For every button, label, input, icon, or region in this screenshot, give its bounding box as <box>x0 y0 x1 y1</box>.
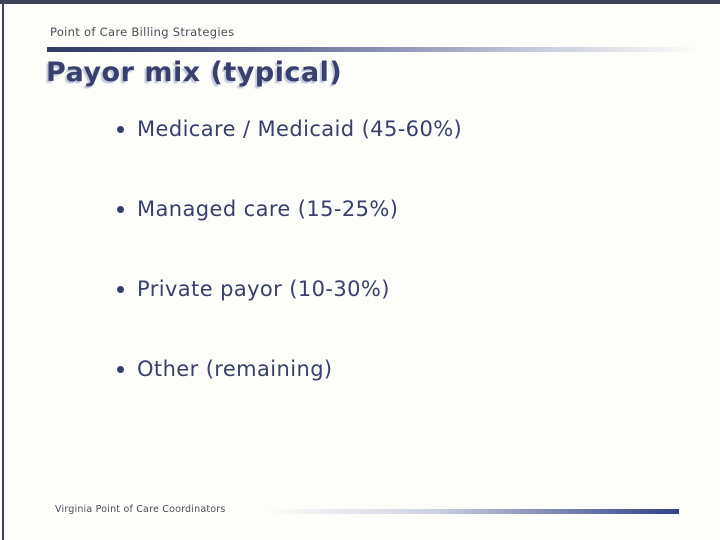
top-frame-line <box>0 0 720 4</box>
page-title: Payor mix (typical) <box>46 57 343 88</box>
bullet-text: Other (remaining) <box>137 357 333 381</box>
bullet-text: Medicare / Medicaid (45-60%) <box>137 117 463 141</box>
slide-header: Point of Care Billing Strategies <box>50 25 235 39</box>
left-frame-line <box>2 0 4 540</box>
bullet-text: Private payor (10-30%) <box>137 277 390 301</box>
header-gradient-rule <box>47 47 720 52</box>
list-item: Medicare / Medicaid (45-60%) <box>117 116 690 196</box>
list-item: Managed care (15-25%) <box>117 196 690 276</box>
bullet-icon <box>117 366 124 373</box>
bullet-text: Managed care (15-25%) <box>137 197 399 221</box>
footer-gradient-rule <box>264 509 679 514</box>
list-item: Private payor (10-30%) <box>117 276 690 356</box>
bullet-icon <box>117 206 124 213</box>
bullet-list: Medicare / Medicaid (45-60%) Managed car… <box>117 116 690 436</box>
bullet-icon <box>117 286 124 293</box>
list-item: Other (remaining) <box>117 356 690 436</box>
footer-credit: Virginia Point of Care Coordinators <box>55 504 226 515</box>
bullet-icon <box>117 126 124 133</box>
